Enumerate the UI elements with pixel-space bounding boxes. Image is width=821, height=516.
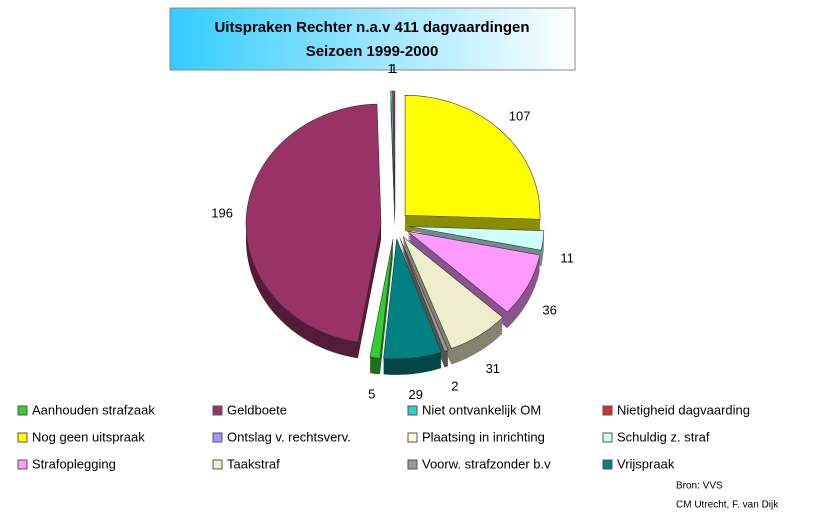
legend-swatch — [212, 432, 223, 443]
data-label: 5 — [368, 387, 375, 402]
legend-swatch — [602, 432, 613, 443]
legend-label: Taakstraf — [227, 456, 280, 471]
slice-side — [390, 107, 395, 228]
slice — [408, 226, 545, 251]
data-label: 31 — [486, 361, 500, 376]
slice-side — [390, 105, 395, 226]
slice — [404, 94, 541, 220]
slice — [407, 231, 541, 313]
chart-title: Uitspraken Rechter n.a.v 411 dagvaarding… — [214, 19, 529, 36]
data-label: 196 — [211, 205, 233, 220]
legend-swatch — [407, 432, 418, 443]
legend-label: Voorw. strafzonder b.v — [422, 456, 551, 471]
slice-side — [390, 103, 395, 224]
legend-swatch — [17, 432, 28, 443]
slice — [402, 236, 504, 349]
legend-swatch — [17, 405, 28, 416]
legend-label: Ontslag v. rechtsverv. — [227, 429, 351, 444]
data-label: 1 — [390, 61, 397, 76]
legend-label: Aanhouden strafzaak — [32, 402, 155, 417]
legend-swatch — [407, 459, 418, 470]
legend-label: Plaatsing in inrichting — [422, 429, 545, 444]
legend-label: Schuldig z. straf — [617, 429, 710, 444]
chart-subtitle: Seizoen 1999-2000 — [306, 43, 439, 60]
data-label: 2 — [451, 378, 458, 393]
legend-swatch — [602, 459, 613, 470]
legend-swatch — [212, 405, 223, 416]
source-note: CM Utrecht, F. van Dijk — [676, 500, 779, 511]
legend-label: Nog geen uitspraak — [32, 429, 145, 444]
legend-swatch — [407, 405, 418, 416]
legend-label: Vrijspraak — [617, 456, 675, 471]
slice — [399, 238, 449, 352]
data-label: 1 — [387, 61, 394, 76]
slice-side — [390, 101, 395, 222]
data-label: 36 — [542, 303, 556, 318]
legend-label: Niet ontvankelijk OM — [422, 402, 541, 417]
slice — [383, 238, 442, 360]
data-label: 11 — [560, 250, 574, 265]
data-label: 107 — [509, 108, 531, 123]
legend-label: Nietigheid dagvaarding — [617, 402, 750, 417]
slice — [369, 238, 394, 359]
legend-swatch — [17, 459, 28, 470]
legend-label: Strafoplegging — [32, 456, 116, 471]
legend-label: Geldboete — [227, 402, 287, 417]
slice — [392, 90, 396, 212]
legend-swatch — [212, 459, 223, 470]
source-note: Bron: VVS — [676, 481, 723, 492]
legend-swatch — [602, 405, 613, 416]
title-box — [169, 7, 576, 71]
data-label: 29 — [409, 387, 423, 402]
slice — [245, 103, 382, 343]
